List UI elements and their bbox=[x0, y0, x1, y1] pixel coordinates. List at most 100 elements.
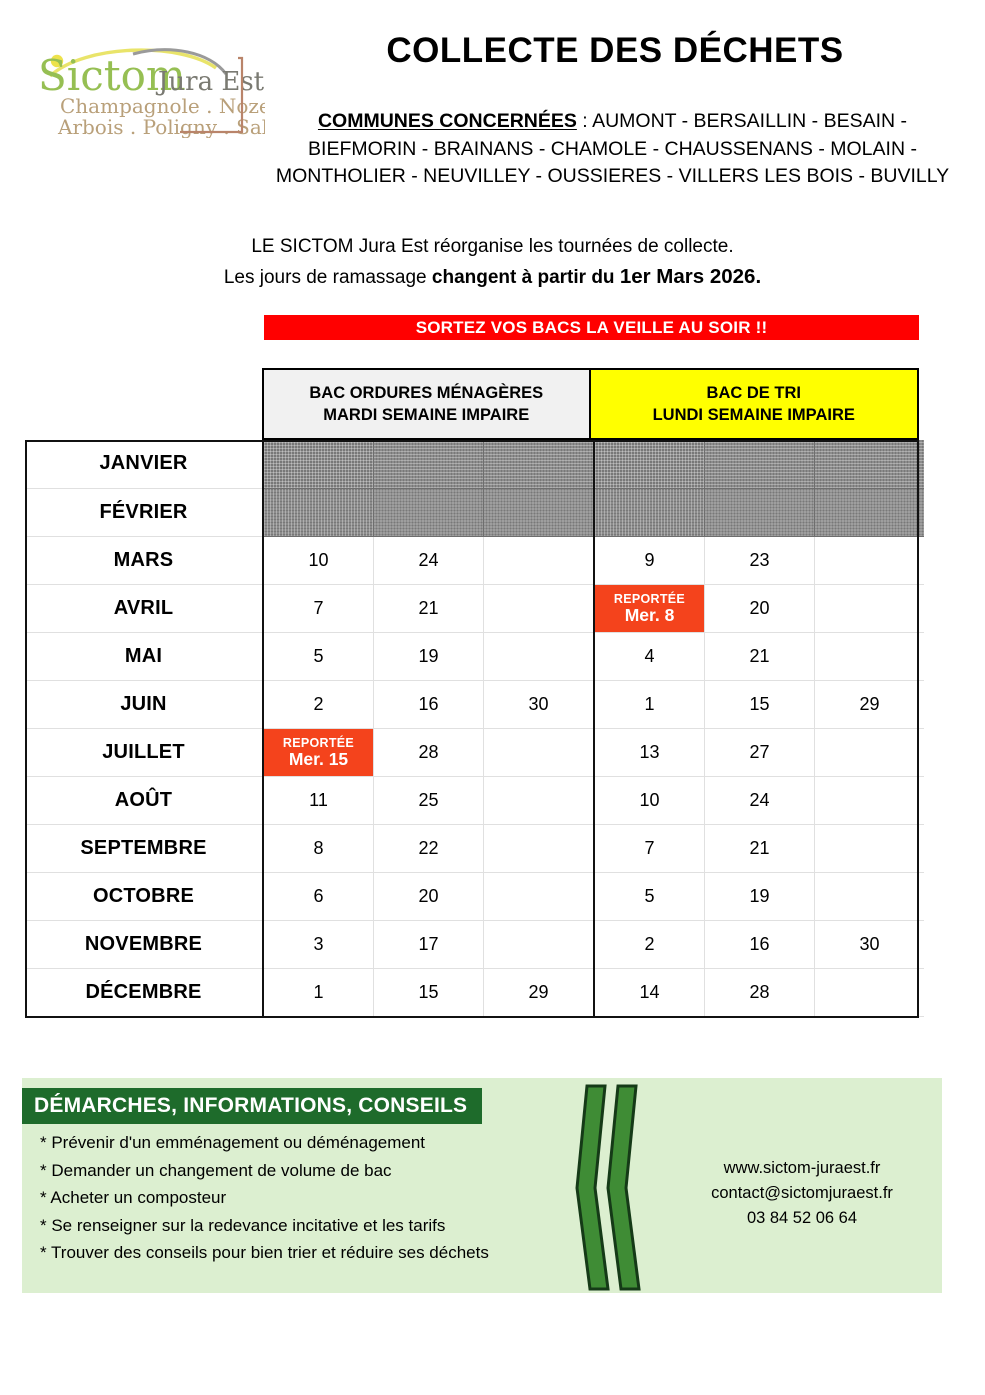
table-row: MAI 5 19 4 21 bbox=[25, 632, 924, 681]
communes-concernees: COMMUNES CONCERNÉES : AUMONT - BERSAILLI… bbox=[255, 108, 970, 191]
intro-text: LE SICTOM Jura Est réorganise les tourné… bbox=[0, 232, 985, 293]
no-collection-cell bbox=[373, 488, 484, 537]
collection-day-cell: 20 bbox=[704, 584, 815, 633]
collection-day-cell: 28 bbox=[373, 728, 484, 777]
empty-day-cell bbox=[814, 776, 924, 825]
communes-line-2: BIEFMORIN - BRAINANS - CHAMOLE - CHAUSSE… bbox=[308, 137, 917, 160]
no-collection-cell bbox=[594, 488, 705, 537]
header-bac-ordures-menageres: BAC ORDURES MÉNAGÈRES MARDI SEMAINE IMPA… bbox=[264, 370, 591, 438]
communes-line-3: MONTHOLIER - NEUVILLEY - OUSSIERES - VIL… bbox=[275, 165, 950, 188]
table-row: MARS 10 24 9 23 bbox=[25, 536, 924, 585]
no-collection-cell bbox=[483, 440, 595, 489]
collection-day-cell: 29 bbox=[814, 680, 924, 729]
table-row: FÉVRIER bbox=[25, 488, 924, 537]
footer-panel: DÉMARCHES, INFORMATIONS, CONSEILS * Prév… bbox=[22, 1078, 942, 1293]
month-label: MAI bbox=[25, 632, 264, 681]
email-link[interactable]: contact@sictomjuraest.fr bbox=[711, 1183, 893, 1202]
collection-day-cell: 4 bbox=[594, 632, 705, 681]
intro-line-1: LE SICTOM Jura Est réorganise les tourné… bbox=[251, 236, 734, 257]
table-row: JUIN 2 16 30 1 15 29 bbox=[25, 680, 924, 729]
svg-text:Sictom: Sictom bbox=[38, 51, 186, 100]
table-row: JUILLET REPORTÉE Mer. 15 28 13 27 bbox=[25, 728, 924, 777]
month-label: OCTOBRE bbox=[25, 872, 264, 921]
collection-day-cell: 7 bbox=[594, 824, 705, 873]
collection-day-cell: 10 bbox=[263, 536, 374, 585]
intro-line-2-c: 1er Mars 2026. bbox=[619, 265, 762, 289]
month-label: FÉVRIER bbox=[25, 488, 264, 537]
intro-line-2: Les jours de ramassage changent à partir… bbox=[0, 261, 985, 293]
table-row: AVRIL 7 21 REPORTÉE Mer. 8 20 bbox=[25, 584, 924, 633]
collection-day-cell: 28 bbox=[704, 968, 815, 1017]
table-row: DÉCEMBRE 1 15 29 14 28 bbox=[25, 968, 924, 1017]
list-item: * Acheter un composteur bbox=[40, 1188, 227, 1207]
sortez-bacs-banner: SORTEZ VOS BACS LA VEILLE AU SOIR !! bbox=[264, 315, 919, 340]
empty-day-cell bbox=[814, 632, 924, 681]
collection-calendar-table: JANVIER FÉVRIER MARS 10 24 9 23 AVRIL 7 21 REPORTÉ… bbox=[25, 440, 924, 1017]
footer-service-list: * Prévenir d'un emménagement ou déménage… bbox=[40, 1134, 580, 1272]
collection-day-cell: 2 bbox=[263, 680, 374, 729]
collection-day-cell: 23 bbox=[704, 536, 815, 585]
collection-day-cell: 16 bbox=[373, 680, 484, 729]
sictom-logo: Sictom Jura Est Champagnole . Nozeroy Ar… bbox=[30, 28, 265, 138]
website-link[interactable]: www.sictom-juraest.fr bbox=[723, 1159, 881, 1177]
empty-day-cell bbox=[814, 536, 924, 585]
empty-day-cell bbox=[814, 872, 924, 921]
month-label: DÉCEMBRE bbox=[25, 968, 264, 1017]
footer-title: DÉMARCHES, INFORMATIONS, CONSEILS bbox=[22, 1088, 482, 1124]
collection-day-cell: 3 bbox=[263, 920, 374, 969]
header-bac-de-tri: BAC DE TRI LUNDI SEMAINE IMPAIRE bbox=[590, 370, 917, 438]
collection-day-cell: 27 bbox=[704, 728, 815, 777]
svg-text:Champagnole . Nozeroy: Champagnole . Nozeroy bbox=[60, 94, 265, 118]
no-collection-cell bbox=[594, 440, 705, 489]
collection-day-cell: 5 bbox=[594, 872, 705, 921]
reportee-date: Mer. 15 bbox=[288, 749, 349, 770]
table-row: SEPTEMBRE 8 22 7 21 bbox=[25, 824, 924, 873]
svg-text:Arbois . Poligny . Salins: Arbois . Poligny . Salins bbox=[57, 115, 265, 138]
header-tri-line1: BAC DE TRI bbox=[706, 383, 801, 402]
empty-day-cell bbox=[483, 584, 595, 633]
collection-day-cell: 30 bbox=[483, 680, 595, 729]
no-collection-cell bbox=[814, 440, 924, 489]
double-chevron-icon bbox=[575, 1080, 665, 1295]
collection-day-cell: 17 bbox=[373, 920, 484, 969]
collection-day-cell: 2 bbox=[594, 920, 705, 969]
empty-day-cell bbox=[483, 824, 595, 873]
collection-day-cell: 21 bbox=[373, 584, 484, 633]
month-label: SEPTEMBRE bbox=[25, 824, 264, 873]
collection-day-cell: 30 bbox=[814, 920, 924, 969]
no-collection-cell bbox=[704, 440, 815, 489]
empty-day-cell bbox=[483, 776, 595, 825]
empty-day-cell bbox=[483, 632, 595, 681]
table-row: JANVIER bbox=[25, 440, 924, 489]
page-header: Sictom Jura Est Champagnole . Nozeroy Ar… bbox=[0, 0, 985, 205]
reportee-label: REPORTÉE bbox=[282, 736, 355, 751]
collection-day-cell: 10 bbox=[594, 776, 705, 825]
svg-text:Jura Est: Jura Est bbox=[155, 67, 265, 97]
empty-day-cell bbox=[814, 968, 924, 1017]
month-label: NOVEMBRE bbox=[25, 920, 264, 969]
communes-label: COMMUNES CONCERNÉES bbox=[317, 110, 577, 132]
intro-line-2-b: changent à partir du bbox=[431, 267, 620, 289]
empty-day-cell bbox=[483, 728, 595, 777]
collection-day-cell: 21 bbox=[704, 632, 815, 681]
header-tri-line2: LUNDI SEMAINE IMPAIRE bbox=[652, 406, 855, 424]
no-collection-cell bbox=[814, 488, 924, 537]
empty-day-cell bbox=[483, 920, 595, 969]
collection-day-cell: 5 bbox=[263, 632, 374, 681]
collection-day-cell: 19 bbox=[704, 872, 815, 921]
collection-day-cell: 25 bbox=[373, 776, 484, 825]
month-label: AVRIL bbox=[25, 584, 264, 633]
collection-day-cell: 9 bbox=[594, 536, 705, 585]
month-label: JUIN bbox=[25, 680, 264, 729]
empty-day-cell bbox=[814, 584, 924, 633]
collection-day-cell: 20 bbox=[373, 872, 484, 921]
list-item: * Se renseigner sur la redevance incitat… bbox=[40, 1215, 446, 1235]
collection-day-cell: 15 bbox=[704, 680, 815, 729]
header-om-line1: BAC ORDURES MÉNAGÈRES bbox=[309, 383, 544, 402]
month-label: MARS bbox=[25, 536, 264, 585]
phone-number: 03 84 52 06 64 bbox=[746, 1208, 858, 1227]
month-label: AOÛT bbox=[25, 776, 264, 825]
collection-day-cell: 21 bbox=[704, 824, 815, 873]
page-title: COLLECTE DES DÉCHETS bbox=[386, 31, 844, 70]
empty-day-cell bbox=[483, 536, 595, 585]
